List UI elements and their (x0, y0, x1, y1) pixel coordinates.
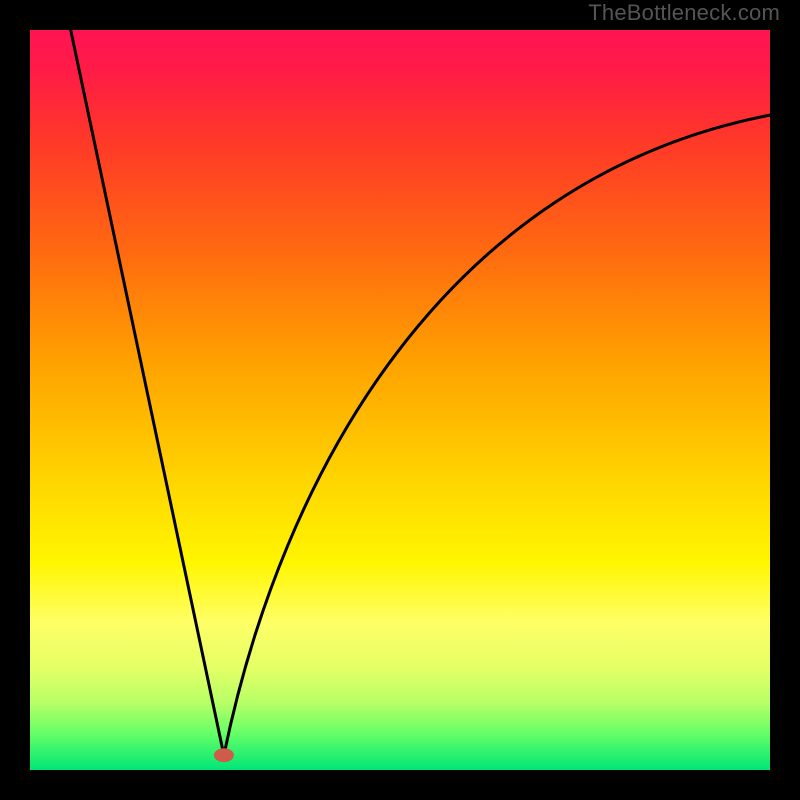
chart-outer: TheBottleneck.com (0, 0, 800, 800)
plot-area (30, 30, 770, 770)
chart-svg (30, 30, 770, 770)
gradient-background (30, 30, 770, 770)
watermark-text: TheBottleneck.com (588, 0, 780, 26)
vertex-marker (214, 748, 234, 762)
